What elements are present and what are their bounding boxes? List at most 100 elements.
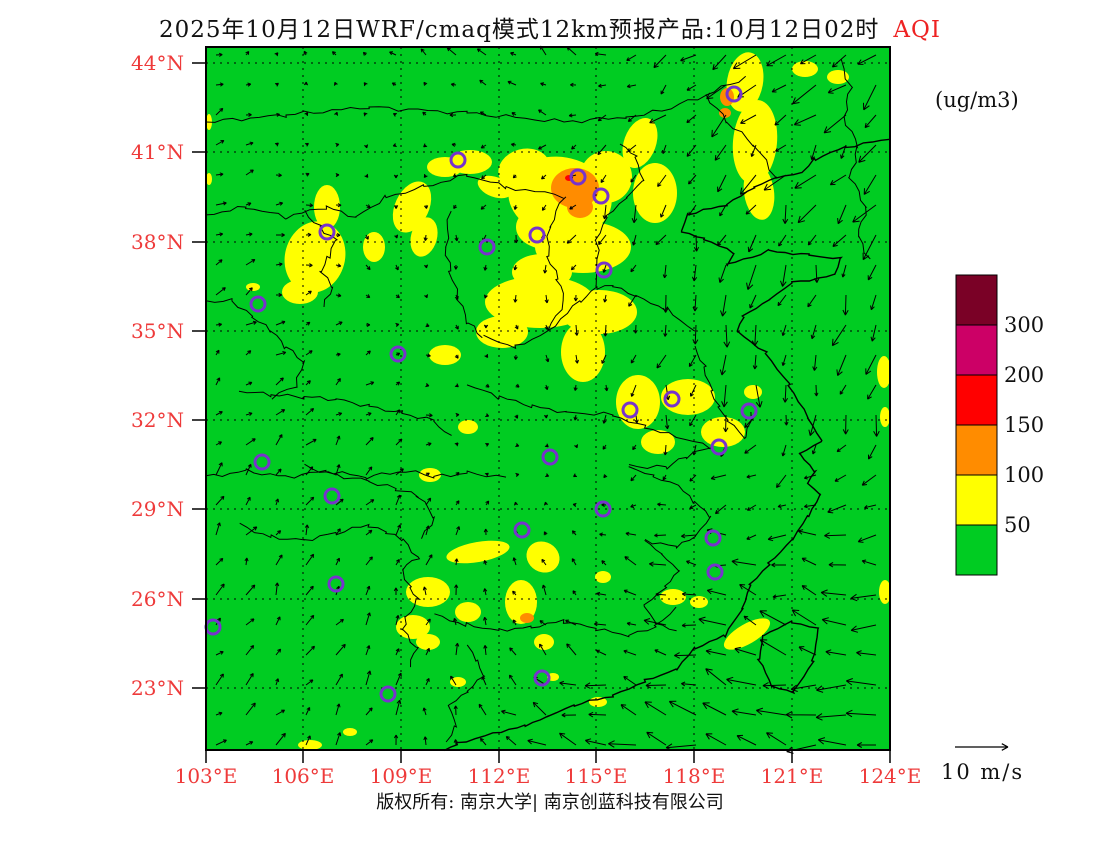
wind-vector bbox=[689, 414, 697, 427]
wind-vector bbox=[681, 533, 697, 539]
wind-vector bbox=[305, 290, 312, 296]
wind-vector bbox=[365, 612, 371, 626]
wind-vector bbox=[245, 51, 250, 56]
wind-vector bbox=[215, 52, 223, 57]
wind-vector bbox=[365, 350, 371, 356]
wind-vector bbox=[649, 114, 667, 124]
wind-vector bbox=[842, 414, 849, 435]
wind-vector bbox=[597, 114, 607, 122]
wind-vector bbox=[395, 322, 400, 327]
wind-vector bbox=[746, 264, 757, 290]
wind-vector bbox=[759, 639, 787, 656]
wind-vector bbox=[365, 499, 375, 506]
wind-vector bbox=[453, 617, 458, 626]
wind-vector bbox=[632, 444, 637, 451]
wind-vector bbox=[573, 473, 578, 478]
legend-value-100: 100 bbox=[1004, 463, 1045, 487]
wind-vector bbox=[335, 352, 341, 357]
wind-vector bbox=[453, 264, 459, 270]
wind-vector bbox=[395, 264, 399, 271]
wind-vector bbox=[483, 324, 489, 329]
legend-color-cell bbox=[955, 274, 998, 326]
wind-vector bbox=[245, 202, 252, 207]
wind-vector bbox=[775, 144, 787, 152]
wind-vector bbox=[365, 585, 371, 596]
wind-vector bbox=[365, 234, 369, 240]
province-boundary bbox=[628, 466, 712, 549]
aqi-region-unhealthy bbox=[567, 196, 593, 218]
city-marker bbox=[533, 669, 551, 687]
wind-vector bbox=[455, 526, 461, 536]
wind-vector bbox=[626, 621, 637, 626]
wind-vector bbox=[598, 83, 607, 88]
wind-vector bbox=[784, 414, 789, 426]
province-boundary bbox=[705, 94, 777, 178]
lat-label-38°N: 38°N bbox=[131, 230, 184, 254]
wind-vector bbox=[544, 294, 549, 304]
wind-vector bbox=[481, 676, 487, 686]
wind-vector bbox=[692, 294, 698, 312]
wind-vector bbox=[686, 114, 697, 124]
wind-vector bbox=[594, 622, 607, 627]
wind-vector bbox=[718, 264, 727, 283]
wind-vector bbox=[584, 682, 607, 689]
wind-vector bbox=[395, 648, 400, 656]
wind-vector bbox=[668, 700, 697, 716]
wind-vector bbox=[827, 84, 847, 94]
wind-vector bbox=[870, 294, 877, 311]
wind-vector bbox=[656, 354, 667, 369]
wind-vector bbox=[644, 701, 667, 716]
wind-vector bbox=[275, 616, 281, 626]
wind-vector bbox=[749, 294, 757, 309]
city-marker bbox=[595, 261, 613, 279]
wind-vector bbox=[657, 502, 667, 507]
coastline-taiwan bbox=[756, 620, 820, 695]
wind-vector bbox=[608, 740, 637, 748]
aqi-region-moderate bbox=[743, 164, 775, 220]
wind-vector bbox=[681, 681, 697, 687]
wind-vector bbox=[655, 234, 667, 246]
wind-vector bbox=[627, 114, 637, 122]
wind-vector bbox=[681, 623, 697, 628]
wind-vector bbox=[630, 174, 637, 183]
wind-vector bbox=[305, 679, 314, 686]
lon-label-103°E: 103°E bbox=[174, 764, 238, 788]
wind-vector bbox=[483, 559, 488, 566]
wind-vector bbox=[572, 590, 577, 596]
wind-vector bbox=[393, 204, 399, 209]
wind-vector bbox=[710, 474, 727, 481]
wind-vector bbox=[215, 462, 223, 476]
wind-vector bbox=[603, 474, 608, 479]
aqi-region-moderate bbox=[879, 580, 891, 604]
aqi-region-moderate bbox=[446, 540, 510, 564]
wind-vector bbox=[275, 112, 281, 117]
wind-vector bbox=[746, 504, 757, 511]
wind-vector bbox=[726, 676, 757, 686]
wind-vector bbox=[750, 144, 757, 157]
wind-vector bbox=[275, 377, 284, 386]
wind-vector bbox=[539, 643, 547, 656]
wind-vector bbox=[425, 554, 433, 566]
aqi-region-moderate bbox=[363, 232, 385, 262]
province-boundary bbox=[205, 468, 507, 480]
wind-vector bbox=[767, 534, 787, 542]
wind-vector bbox=[215, 739, 227, 746]
wind-vector bbox=[681, 591, 697, 597]
wind-vector bbox=[454, 584, 459, 596]
wind-vector bbox=[662, 294, 669, 313]
wind-vector bbox=[275, 648, 282, 656]
wind-vector bbox=[423, 173, 428, 178]
wind-vector bbox=[454, 558, 459, 566]
wind-vector bbox=[836, 354, 847, 376]
wind-vector bbox=[391, 82, 397, 87]
wind-vector bbox=[856, 650, 877, 657]
wind-vector bbox=[630, 474, 637, 482]
wind-vector bbox=[454, 234, 459, 242]
wind-vector bbox=[365, 294, 371, 298]
wind-vector bbox=[688, 354, 697, 368]
wind-vector bbox=[828, 562, 847, 568]
wind-vector bbox=[215, 650, 224, 656]
wind-vector bbox=[628, 294, 637, 307]
wind-vector bbox=[365, 264, 371, 271]
wind-vector bbox=[305, 408, 315, 416]
